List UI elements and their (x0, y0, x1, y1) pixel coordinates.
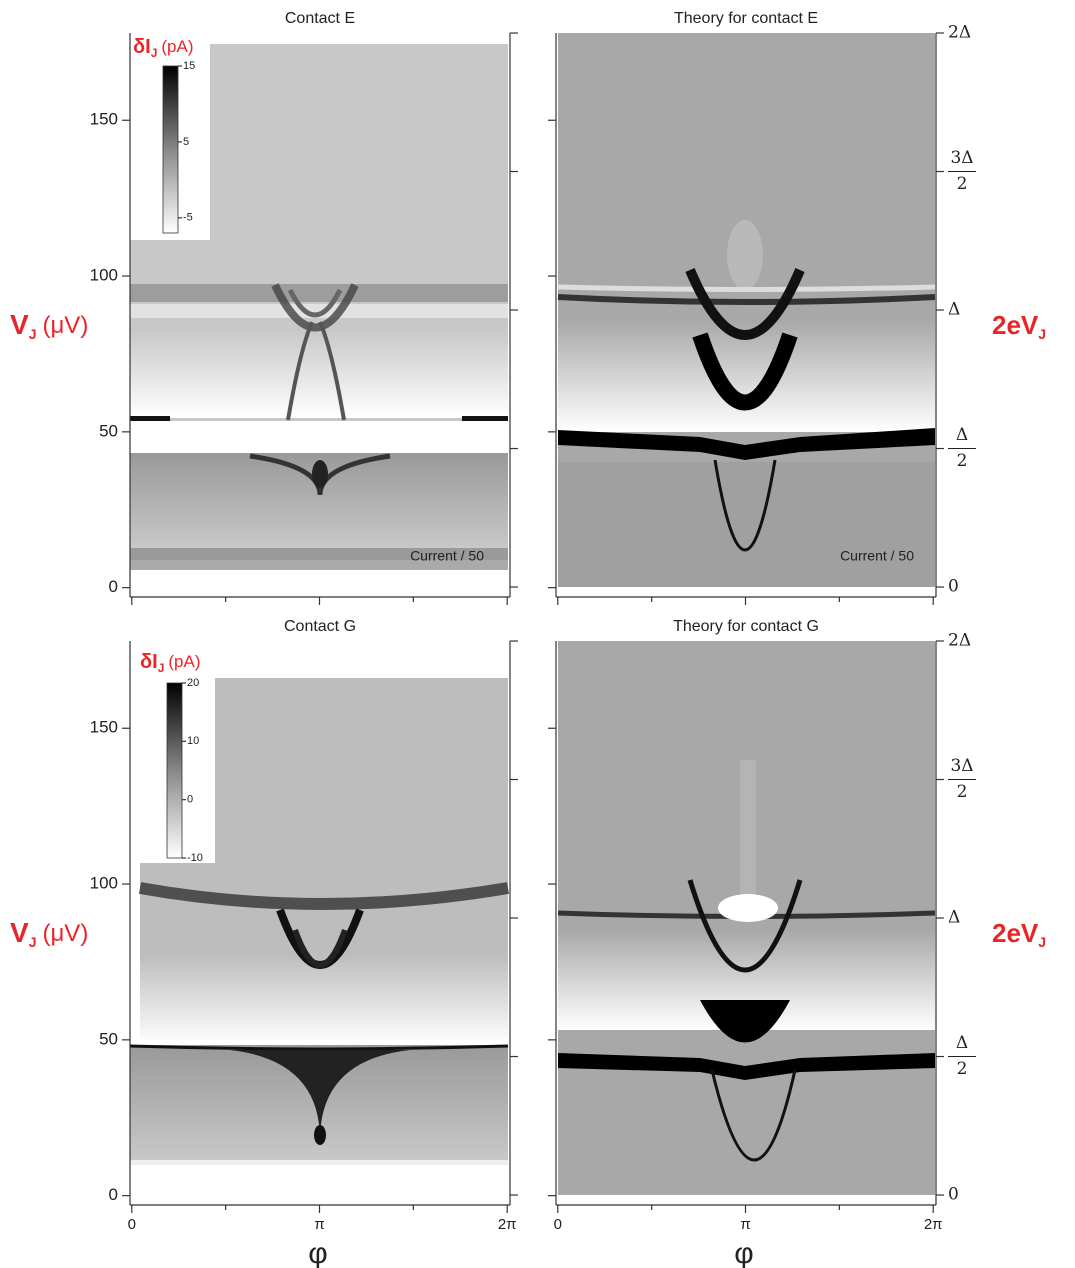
label-part: J (151, 46, 158, 60)
colorbar-title: δIJ (pA) (140, 651, 201, 675)
label-part: δI (133, 36, 151, 58)
y-tick-label: 3Δ (950, 756, 973, 776)
label-part: J (29, 326, 37, 342)
colorbar-tick-label: 0 (187, 794, 193, 806)
x-tick-label: π (740, 1216, 750, 1233)
y-tick-label: 150 (90, 110, 118, 129)
y-axis-label: 2eVJ (992, 310, 1046, 342)
label-part: J (29, 934, 37, 950)
colorbar-title: δIJ (pA) (133, 36, 194, 60)
y-tick-label: 50 (99, 421, 118, 440)
colorbar-tick-label: 5 (183, 136, 189, 148)
label-part: J (158, 661, 165, 675)
colorbar-tick-label: -10 (187, 852, 203, 864)
x-tick-label: 2π (498, 1216, 517, 1233)
heatmap-image (557, 641, 936, 1195)
label-part: (pA) (168, 652, 200, 671)
x-axis-label: φ (734, 1237, 753, 1268)
y-tick-label: 2Δ (948, 23, 971, 43)
colorbar-tick-label: 15 (183, 60, 195, 72)
annotation: Current / 50 (840, 548, 914, 564)
chart-title: Theory for contact G (673, 618, 819, 635)
heatmap-image (557, 33, 936, 587)
y-tick-label: 2Δ (948, 631, 971, 651)
label-part: (μV) (42, 312, 88, 339)
y-tick-label: 2 (957, 174, 968, 194)
colorbar-tick-label: -5 (183, 212, 193, 224)
y-tick-label: 3Δ (950, 148, 973, 168)
y-tick-label: 0 (109, 577, 118, 596)
y-tick-label: 100 (90, 266, 118, 285)
chart-title: Contact E (285, 10, 355, 27)
label-part: (μV) (42, 920, 88, 947)
label-part: V (10, 309, 29, 340)
y-tick-label: 100 (90, 874, 118, 893)
y-tick-label: Δ (948, 908, 960, 928)
y-tick-label: 2 (957, 451, 968, 471)
colorbar (166, 682, 183, 859)
label-part: 2eV (992, 918, 1039, 948)
chart-title: Contact G (284, 618, 356, 635)
colorbar-tick-label: 10 (187, 735, 199, 747)
x-tick-label: 2π (924, 1216, 943, 1233)
y-tick-label: 0 (109, 1185, 118, 1204)
x-tick-label: 0 (128, 1216, 136, 1233)
heatmap-image (129, 641, 510, 1165)
annotation: Current / 50 (410, 548, 484, 564)
y-tick-label: 150 (90, 718, 118, 737)
colorbar-tick-label: 20 (187, 677, 199, 689)
y-axis-label: VJ (μV) (10, 309, 88, 341)
y-tick-label: 2 (957, 782, 968, 802)
x-axis-label: φ (308, 1237, 327, 1268)
label-part: V (10, 917, 29, 948)
y-tick-label: 2 (957, 1059, 968, 1079)
label-part: (pA) (161, 37, 193, 56)
y-axis-label: VJ (μV) (10, 917, 88, 949)
colorbar (162, 65, 179, 234)
y-tick-label: 50 (99, 1029, 118, 1048)
chart-title: Theory for contact E (674, 10, 818, 27)
y-tick-label: Δ (956, 425, 968, 445)
y-tick-label: 0 (948, 577, 959, 597)
label-part: J (1038, 326, 1046, 342)
heatmap-image (130, 44, 508, 570)
y-tick-label: Δ (948, 300, 960, 320)
label-part: J (1038, 934, 1046, 950)
x-tick-label: 0 (554, 1216, 562, 1233)
label-part: 2eV (992, 310, 1039, 340)
y-tick-label: 0 (948, 1185, 959, 1205)
label-part: δI (140, 651, 158, 673)
y-tick-label: Δ (956, 1033, 968, 1053)
x-tick-label: π (314, 1216, 324, 1233)
y-axis-label: 2eVJ (992, 918, 1046, 950)
